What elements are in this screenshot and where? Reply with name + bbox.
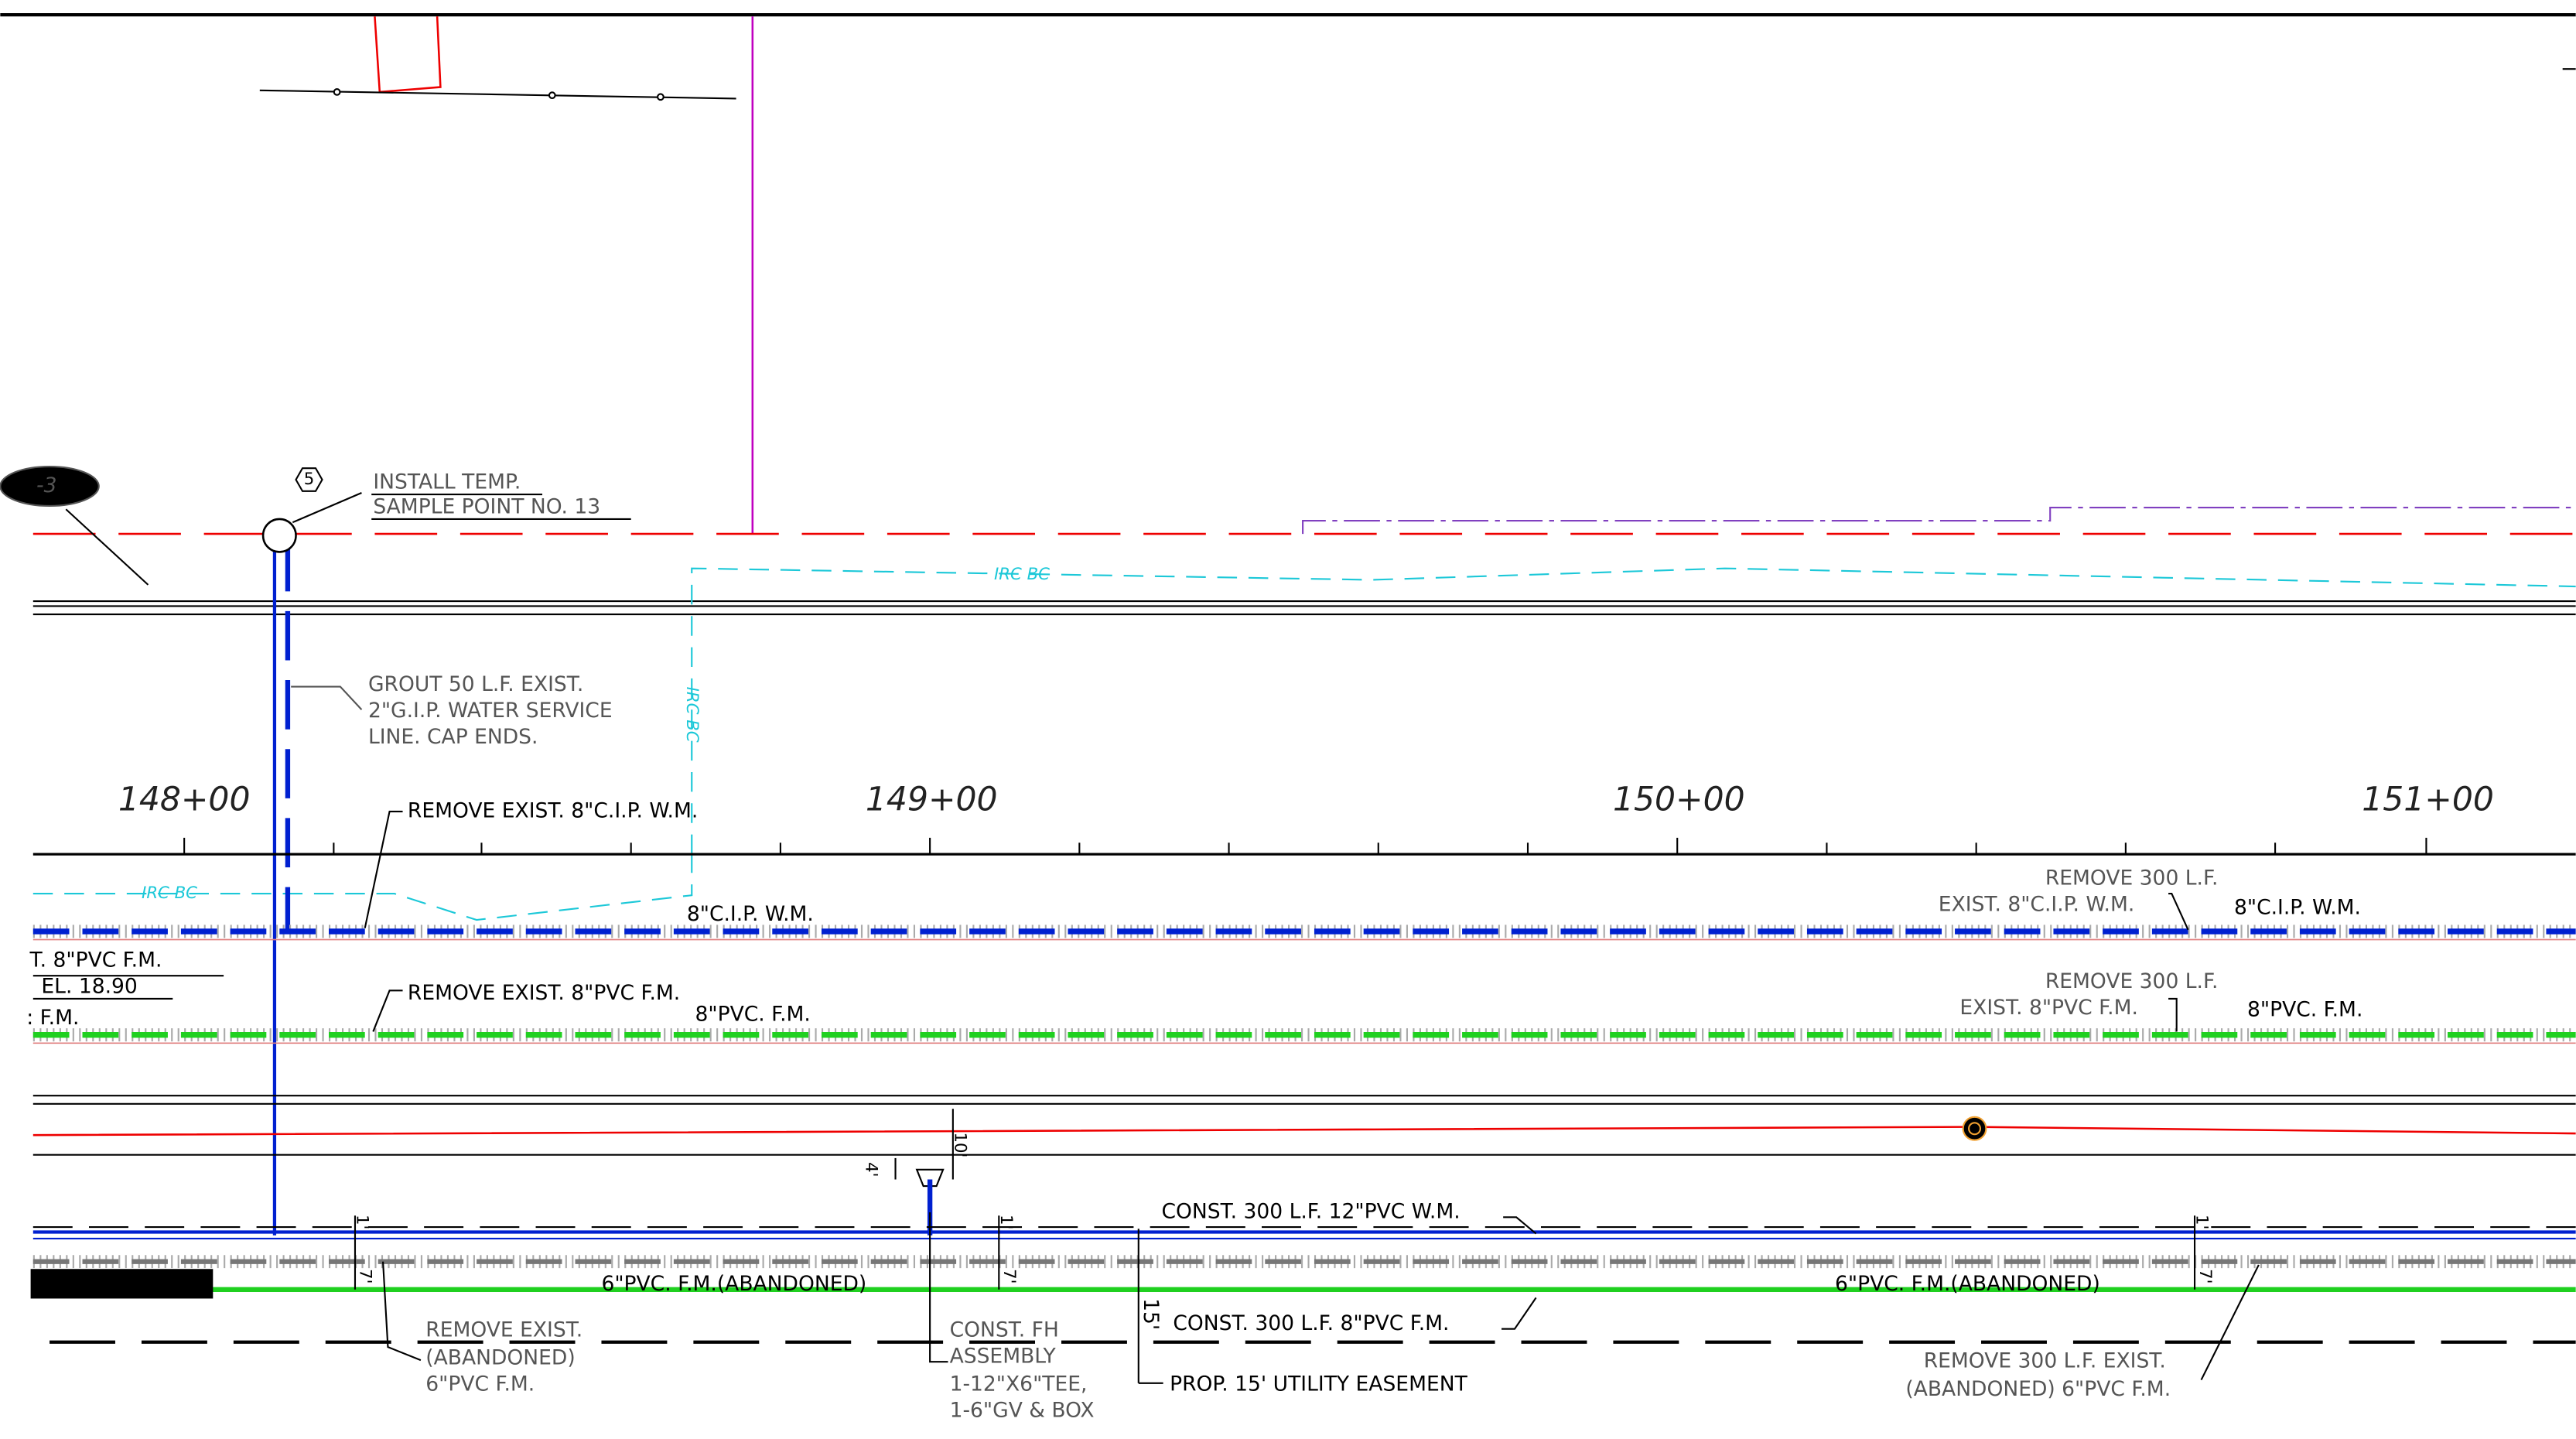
note-text: 1-12"X6"TEE, [950, 1372, 1088, 1396]
dimension: 7' [2195, 1269, 2215, 1283]
note-text: CONST. FH [950, 1318, 1059, 1342]
dimension: 7' [999, 1269, 1019, 1283]
note-text: EL. 18.90 [41, 975, 137, 999]
note-text: (ABANDONED) [425, 1345, 575, 1369]
note-text: 2"G.I.P. WATER SERVICE [368, 699, 613, 723]
plan-drawing: -3 5 INSTALL TEMP. SAMPLE POINT NO. 13 I… [0, 0, 2576, 1439]
dimension: 15' [1139, 1298, 1163, 1330]
line-label: IRC BC [994, 565, 1050, 584]
note-text: ASSEMBLY [950, 1344, 1057, 1368]
note-number: 5 [304, 470, 315, 489]
note-text: 1-6"GV & BOX [950, 1398, 1095, 1422]
dimension: 4' [862, 1162, 881, 1177]
note-text: INSTALL TEMP. [373, 470, 521, 494]
pipe-label: 6"PVC. F.M.(ABANDONED) [1835, 1272, 2100, 1296]
note-text: REMOVE 300 L.F. [2045, 969, 2219, 993]
note-text: LINE. CAP ENDS. [368, 725, 538, 749]
note-text: T. 8"PVC F.M. [29, 949, 162, 972]
station-label: 150+00 [1613, 781, 1745, 819]
note-text: CONST. 300 L.F. 8"PVC F.M. [1173, 1311, 1449, 1335]
line-label: IRC BC [142, 884, 197, 903]
dimension: 7' [356, 1269, 375, 1283]
note-text: EXIST. 8"C.I.P. W.M. [1939, 892, 2135, 916]
dimension: 10' [950, 1133, 969, 1158]
pipe-label: 8"C.I.P. W.M. [2234, 896, 2361, 920]
station-label: 148+00 [118, 781, 251, 819]
callout-label: -3 [36, 473, 56, 497]
note-text: 6"PVC F.M. [425, 1372, 535, 1396]
note-text: REMOVE 300 L.F. EXIST. [1924, 1349, 2166, 1373]
station-label: 149+00 [866, 781, 998, 819]
pipe-label: 6"PVC. F.M.(ABANDONED) [601, 1272, 866, 1296]
note-text: REMOVE EXIST. 8"C.I.P. W.M. [408, 798, 698, 822]
station-label: 151+00 [2362, 781, 2494, 819]
dimension: 1' [352, 1215, 371, 1229]
note-text: REMOVE EXIST. 8"PVC F.M. [408, 981, 680, 1005]
pipe-label: M.(ABANDONED) [32, 1272, 206, 1296]
note-text: SAMPLE POINT NO. 13 [373, 495, 600, 519]
dimension: 1' [996, 1215, 1016, 1229]
note-text: EXIST. 8"PVC F.M. [1959, 996, 2137, 1020]
pipe-label: 8"PVC. F.M. [2247, 997, 2362, 1021]
note-text: REMOVE EXIST. [425, 1318, 583, 1342]
note-text: GROUT 50 L.F. EXIST. [368, 672, 583, 696]
dimension: 1' [2192, 1215, 2212, 1229]
note-text: (ABANDONED) 6"PVC F.M. [1905, 1377, 2171, 1401]
note-text: PROP. 15' UTILITY EASEMENT [1170, 1372, 1467, 1396]
note-text: : F.M. [26, 1006, 79, 1030]
line-label: IRC BC [682, 687, 702, 743]
note-text: CONST. 300 L.F. 12"PVC W.M. [1162, 1199, 1461, 1223]
pipe-label: 8"C.I.P. W.M. [687, 902, 814, 926]
pipe-label: 8"PVC. F.M. [695, 1003, 810, 1027]
note-text: REMOVE 300 L.F. [2045, 866, 2219, 890]
